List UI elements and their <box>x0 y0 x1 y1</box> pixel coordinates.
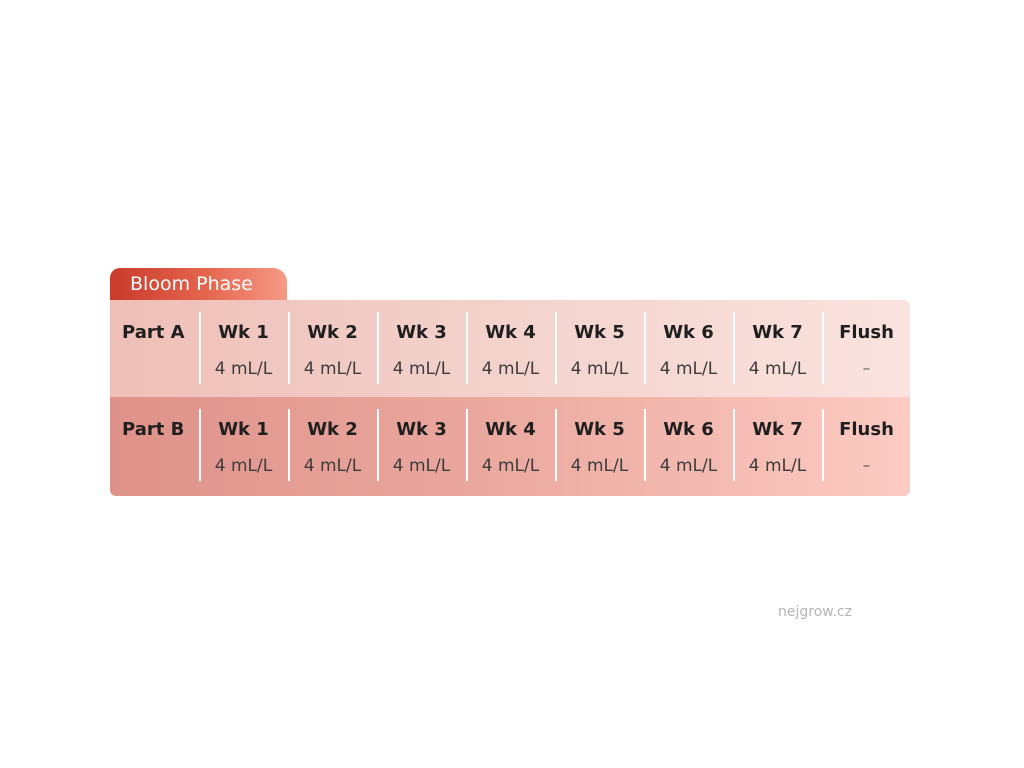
table-row-part-a: Part A Wk 1 4 mL/L Wk 2 4 mL/L Wk 3 4 mL… <box>110 300 910 397</box>
phase-tab-label: Bloom Phase <box>110 268 287 300</box>
cell-part-b-wk6: Wk 6 4 mL/L <box>644 397 733 496</box>
column-divider <box>733 409 735 481</box>
week-label: Wk 5 <box>574 322 625 343</box>
dose-value: – <box>862 456 871 474</box>
cell-part-a-wk1: Wk 1 4 mL/L <box>199 300 288 397</box>
week-label: Wk 4 <box>485 322 536 343</box>
week-label: Wk 7 <box>752 322 803 343</box>
column-divider <box>466 312 468 384</box>
row-label-part-a: Part A <box>122 322 185 343</box>
column-divider <box>377 409 379 481</box>
cell-part-a-wk3: Wk 3 4 mL/L <box>377 300 466 397</box>
cell-part-a-flush: Flush – <box>822 300 910 397</box>
column-divider <box>288 312 290 384</box>
dose-value: 4 mL/L <box>748 359 807 379</box>
column-divider <box>288 409 290 481</box>
week-label: Flush <box>839 322 894 343</box>
dose-value: 4 mL/L <box>303 456 362 476</box>
dose-value: 4 mL/L <box>214 456 273 476</box>
column-divider <box>555 312 557 384</box>
dosage-table: Part A Wk 1 4 mL/L Wk 2 4 mL/L Wk 3 4 mL… <box>110 300 910 496</box>
cell-part-b-wk3: Wk 3 4 mL/L <box>377 397 466 496</box>
site-watermark: nejgrow.cz <box>778 604 852 620</box>
week-label: Wk 2 <box>307 419 358 440</box>
dose-value: 4 mL/L <box>481 456 540 476</box>
cell-part-b-wk5: Wk 5 4 mL/L <box>555 397 644 496</box>
column-divider <box>199 312 201 384</box>
dose-value: 4 mL/L <box>659 456 718 476</box>
dose-value: 4 mL/L <box>392 456 451 476</box>
cell-part-a-wk7: Wk 7 4 mL/L <box>733 300 822 397</box>
column-divider <box>644 312 646 384</box>
dose-value: 4 mL/L <box>570 456 629 476</box>
cell-part-b-wk7: Wk 7 4 mL/L <box>733 397 822 496</box>
week-label: Flush <box>839 419 894 440</box>
week-label: Wk 7 <box>752 419 803 440</box>
week-label: Wk 1 <box>218 419 269 440</box>
week-label: Wk 5 <box>574 419 625 440</box>
cell-part-a-wk4: Wk 4 4 mL/L <box>466 300 555 397</box>
column-divider <box>466 409 468 481</box>
dose-value: – <box>862 359 871 377</box>
dose-value: 4 mL/L <box>481 359 540 379</box>
cell-part-a-wk2: Wk 2 4 mL/L <box>288 300 377 397</box>
dose-value: 4 mL/L <box>659 359 718 379</box>
row-label-part-b: Part B <box>122 419 185 440</box>
dose-value: 4 mL/L <box>392 359 451 379</box>
table-row-part-b: Part B Wk 1 4 mL/L Wk 2 4 mL/L Wk 3 4 mL… <box>110 397 910 496</box>
dose-value: 4 mL/L <box>303 359 362 379</box>
dose-value: 4 mL/L <box>748 456 807 476</box>
cell-part-b-wk2: Wk 2 4 mL/L <box>288 397 377 496</box>
dose-value: 4 mL/L <box>214 359 273 379</box>
week-label: Wk 1 <box>218 322 269 343</box>
week-label: Wk 6 <box>663 419 714 440</box>
week-label: Wk 6 <box>663 322 714 343</box>
cell-part-b-flush: Flush – <box>822 397 910 496</box>
week-label: Wk 2 <box>307 322 358 343</box>
column-divider <box>822 409 824 481</box>
column-divider <box>199 409 201 481</box>
week-label: Wk 3 <box>396 322 447 343</box>
column-divider <box>733 312 735 384</box>
column-divider <box>377 312 379 384</box>
week-label: Wk 3 <box>396 419 447 440</box>
cell-part-a-wk5: Wk 5 4 mL/L <box>555 300 644 397</box>
column-divider <box>822 312 824 384</box>
cell-part-b-wk4: Wk 4 4 mL/L <box>466 397 555 496</box>
column-divider <box>555 409 557 481</box>
cell-part-a-wk6: Wk 6 4 mL/L <box>644 300 733 397</box>
week-label: Wk 4 <box>485 419 536 440</box>
cell-part-b-wk1: Wk 1 4 mL/L <box>199 397 288 496</box>
column-divider <box>644 409 646 481</box>
dose-value: 4 mL/L <box>570 359 629 379</box>
